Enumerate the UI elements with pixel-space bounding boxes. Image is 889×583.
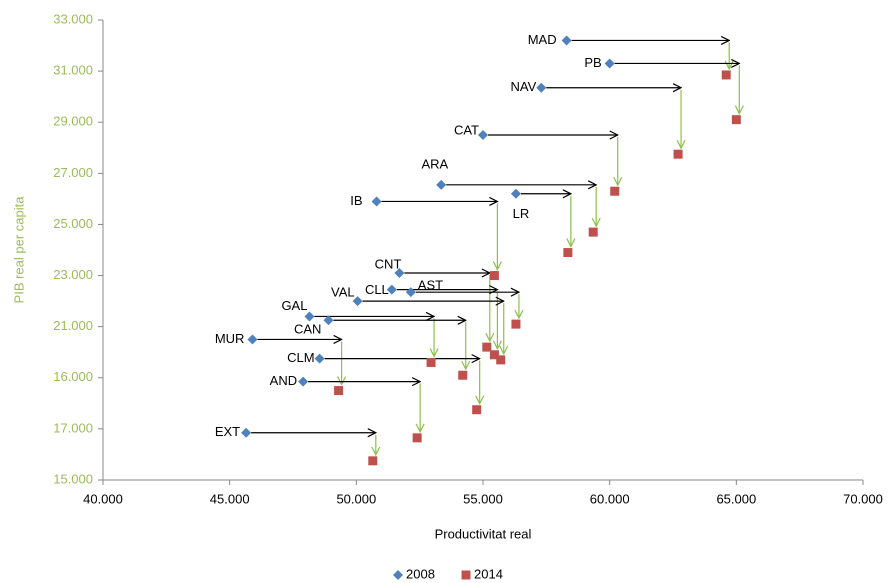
- region-label: EXT: [215, 424, 240, 439]
- region-label: PB: [584, 55, 601, 70]
- legend-marker: [461, 570, 471, 580]
- point-2008: [536, 82, 547, 93]
- x-tick-label: 40.000: [83, 491, 123, 506]
- point-2008: [604, 58, 615, 69]
- point-2014: [412, 433, 422, 443]
- point-2014: [458, 370, 468, 380]
- x-tick-label: 60.000: [590, 491, 630, 506]
- region-label: LR: [513, 206, 530, 221]
- region-label: CLL: [365, 282, 389, 297]
- point-2014: [489, 271, 499, 281]
- point-2014: [511, 319, 521, 329]
- point-2008: [478, 130, 488, 140]
- point-2014: [721, 70, 731, 80]
- y-tick-label: 23.000: [53, 267, 93, 282]
- y-tick-label: 17.000: [53, 420, 93, 435]
- point-2014: [489, 350, 499, 360]
- point-2008: [394, 268, 405, 278]
- region-label: VAL: [331, 285, 355, 300]
- x-axis-title: Productivitat real: [435, 526, 532, 541]
- point-2008: [405, 287, 416, 298]
- y-tick-label: 29.000: [53, 114, 93, 129]
- region-label: GAL: [281, 298, 307, 313]
- point-2014: [426, 357, 436, 367]
- point-2014: [496, 355, 506, 365]
- point-2014: [673, 149, 683, 159]
- y-tick-label: 31.000: [53, 63, 93, 78]
- point-2014: [472, 405, 482, 415]
- point-2008: [241, 427, 252, 438]
- point-2014: [563, 248, 573, 258]
- region-label: CAN: [294, 322, 321, 337]
- point-2014: [588, 227, 598, 237]
- x-tick-label: 50.000: [336, 491, 376, 506]
- region-label: MUR: [215, 331, 245, 346]
- point-2008: [371, 196, 382, 207]
- region-label: AND: [270, 373, 297, 388]
- point-2014: [368, 456, 378, 466]
- point-2014: [610, 186, 620, 196]
- point-2014: [334, 386, 344, 396]
- y-tick-label: 25.000: [53, 216, 93, 231]
- region-label: MAD: [528, 32, 557, 47]
- point-2014: [731, 115, 741, 125]
- point-2008: [314, 353, 325, 364]
- x-tick-label: 45.000: [210, 491, 250, 506]
- y-tick-label: 27.000: [53, 165, 93, 180]
- point-2014: [482, 342, 492, 352]
- region-label: IB: [350, 193, 362, 208]
- point-2008: [247, 334, 258, 345]
- y-tick-label: 16.000: [53, 369, 93, 384]
- y-tick-label: 33.000: [53, 11, 93, 26]
- region-label: CLM: [287, 350, 314, 365]
- legend-label: 2008: [406, 566, 435, 581]
- point-2008: [510, 188, 521, 199]
- legend-label: 2014: [474, 566, 503, 581]
- x-tick-label: 70.000: [843, 491, 883, 506]
- point-2008: [304, 311, 315, 322]
- region-label: ARA: [421, 156, 448, 171]
- point-2008: [352, 296, 363, 307]
- region-label: CAT: [454, 122, 479, 137]
- legend-marker: [393, 570, 403, 580]
- x-tick-label: 55.000: [463, 491, 503, 506]
- point-2008: [323, 315, 334, 326]
- y-tick-label: 21.000: [53, 318, 93, 333]
- y-tick-label: 15.000: [53, 471, 93, 486]
- point-2008: [386, 284, 397, 295]
- point-2008: [561, 35, 572, 46]
- region-label: CNT: [375, 256, 402, 271]
- x-tick-label: 65.000: [716, 491, 756, 506]
- point-2008: [298, 376, 309, 387]
- point-2008: [436, 179, 447, 190]
- y-axis-title: PIB real per capita: [11, 196, 26, 304]
- region-label: NAV: [511, 79, 537, 94]
- region-label: AST: [418, 278, 443, 293]
